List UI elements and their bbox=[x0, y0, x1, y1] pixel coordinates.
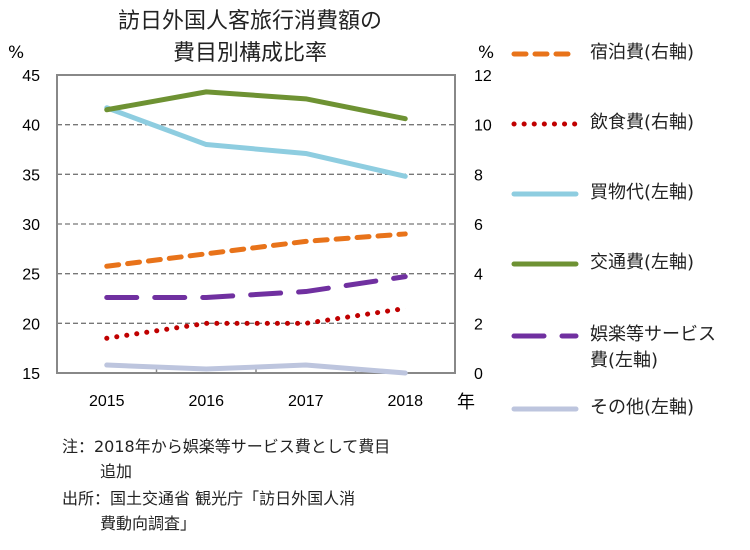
series-line-2 bbox=[104, 105, 408, 179]
legend-label: 娯楽等サービス bbox=[590, 324, 716, 345]
line-chart: 15 20 25 30 35 40 45 0 2 4 6 8 10 12 2015 2016 2017 2018 年… bbox=[8, 43, 494, 413]
left-tick-label: 20 bbox=[22, 316, 40, 333]
left-tick-label: 35 bbox=[22, 167, 40, 184]
source-line1: 出所：国土交通省 観光庁「訪日外国人消 bbox=[62, 489, 356, 508]
chart-title-line2: 費目別構成比率 bbox=[172, 41, 327, 66]
legend-swatch bbox=[511, 406, 579, 412]
series-line-0 bbox=[104, 231, 408, 269]
legend-label: 買物代(左軸) bbox=[590, 182, 695, 203]
right-tick-label: 6 bbox=[474, 217, 483, 234]
left-tick-label: 40 bbox=[22, 118, 40, 135]
series-line-5 bbox=[104, 362, 408, 376]
right-tick-label: 0 bbox=[474, 366, 483, 383]
right-tick-label: 12 bbox=[474, 68, 492, 85]
right-tick-label: 10 bbox=[474, 118, 492, 135]
left-tick-label: 15 bbox=[22, 366, 40, 383]
source-line2: 費動向調査」 bbox=[100, 514, 197, 533]
legend-label: 飲食費(右軸) bbox=[590, 112, 695, 133]
legend-label: 費(左軸) bbox=[590, 350, 659, 371]
legend-label: 宿泊費(右軸) bbox=[590, 42, 695, 63]
legend-swatch bbox=[511, 121, 579, 127]
legend-label: 交通費(左軸) bbox=[590, 252, 695, 273]
legend-swatch bbox=[511, 333, 579, 339]
series-line-1 bbox=[104, 305, 408, 341]
x-tick-label: 2015 bbox=[89, 393, 125, 410]
legend-swatch bbox=[511, 261, 579, 267]
right-axis-unit: % bbox=[478, 43, 494, 63]
left-tick-label: 30 bbox=[22, 217, 40, 234]
x-tick-label: 2018 bbox=[387, 393, 423, 410]
left-tick-label: 25 bbox=[22, 267, 40, 284]
right-tick-label: 8 bbox=[474, 167, 483, 184]
series-line-3 bbox=[104, 89, 408, 122]
legend-label: その他(左軸) bbox=[590, 397, 695, 418]
right-tick-label: 2 bbox=[474, 316, 483, 333]
series-line-4 bbox=[104, 274, 408, 301]
left-tick-label: 45 bbox=[22, 68, 40, 85]
x-tick-label: 2016 bbox=[188, 393, 224, 410]
chart-title-line1: 訪日外国人客旅行消費額の bbox=[117, 9, 382, 34]
note-line2: 追加 bbox=[100, 462, 133, 481]
note-line1: 注：2018年から娯楽等サービス費として費目 bbox=[62, 437, 391, 456]
legend-swatch bbox=[511, 191, 579, 197]
legend-swatch bbox=[511, 51, 579, 57]
left-axis-unit: % bbox=[8, 43, 24, 63]
x-axis-label: 年 bbox=[457, 392, 475, 413]
x-tick-label: 2017 bbox=[288, 393, 324, 410]
right-tick-label: 4 bbox=[474, 267, 483, 284]
